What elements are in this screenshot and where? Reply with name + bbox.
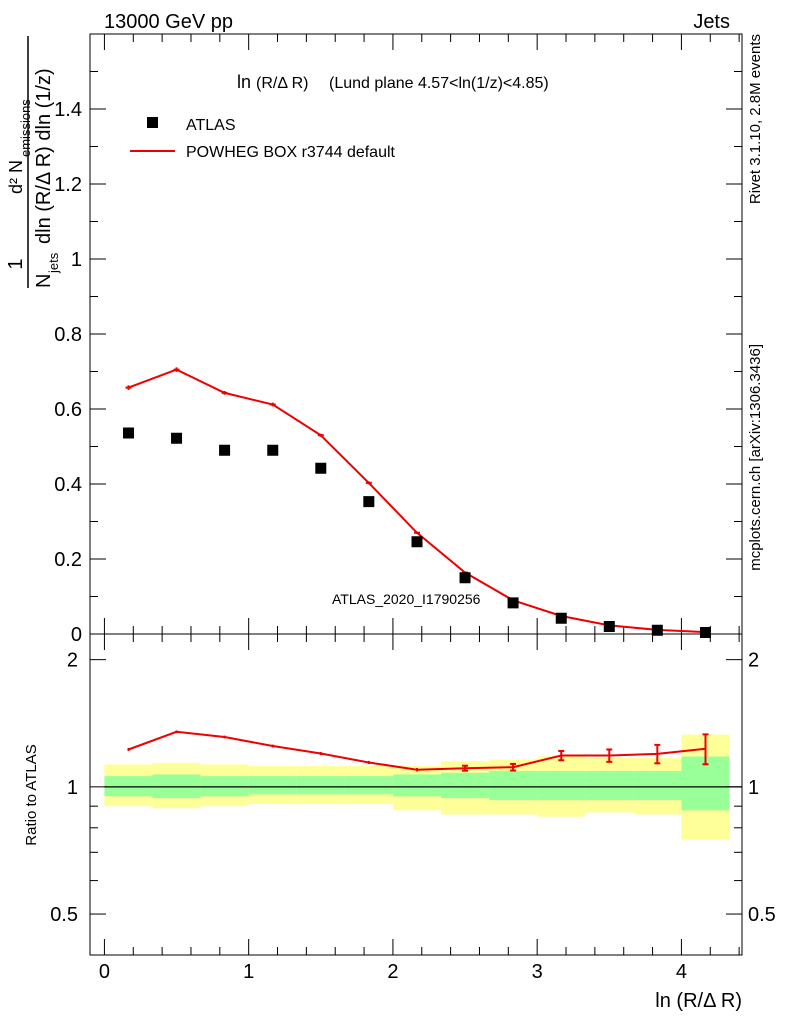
- atlas-data-point: [700, 627, 712, 638]
- main-y-tick-label: 0.4: [54, 474, 82, 496]
- atlas-data-point: [363, 496, 375, 508]
- main-y-axis-label: 1 N jets dln (R/Δ R) dln (1/z) d² N emis…: [5, 36, 61, 288]
- stat-uncertainty-band: [537, 771, 586, 801]
- ylabel-denominator-n: N: [33, 274, 55, 288]
- atlas-data-point: [171, 432, 183, 444]
- main-panel: ln (R/Δ R) (Lund plane 4.57<ln(1/z)<4.85…: [5, 33, 743, 646]
- atlas-data-point: [459, 572, 471, 584]
- panel-title-paren: (R/Δ R): [256, 75, 308, 92]
- main-y-tick-label: 1.4: [54, 99, 82, 121]
- x-tick-label: 3: [532, 961, 543, 983]
- ylabel-numerator-d2n: d² N: [6, 160, 26, 194]
- x-tick-label: 4: [676, 961, 687, 983]
- main-y-tick-labels: 0 0.2 0.4 0.6 0.8 1 1.2 1.4: [54, 99, 82, 646]
- stat-uncertainty-band: [681, 756, 730, 811]
- ylabel-denominator-sub: jets: [46, 252, 61, 274]
- main-series: [123, 367, 712, 638]
- ratio-tick-labels: 0.5 0.5 1 1 2 2 0 1 2 3 4: [50, 650, 776, 983]
- stat-uncertainty-band: [440, 772, 490, 799]
- legend-atlas-marker: [147, 117, 158, 128]
- x-tick-label: 1: [243, 961, 254, 983]
- atlas-data-point: [267, 444, 279, 456]
- atlas-data-point: [315, 462, 327, 474]
- stat-uncertainty-band: [392, 774, 441, 797]
- stat-uncertainty-band: [200, 776, 249, 797]
- stat-uncertainty-band: [296, 776, 345, 795]
- ratio-y-tick-label-right: 1: [748, 777, 759, 799]
- analysis-id-label: ATLAS_2020_I1790256: [332, 591, 481, 607]
- main-y-tick-label: 0.8: [54, 324, 82, 346]
- stat-uncertainty-band: [489, 771, 538, 801]
- ratio-y-axis-label: Ratio to ATLAS: [23, 744, 40, 845]
- legend-atlas-label: ATLAS: [186, 117, 236, 134]
- header-energy-label: 13000 GeV pp: [104, 11, 233, 33]
- ratio-y-tick-label: 2: [67, 650, 78, 672]
- panel-title-main: ln: [237, 72, 251, 92]
- legend: ATLAS POWHEG BOX r3744 default: [130, 117, 396, 161]
- atlas-data-point: [651, 624, 663, 636]
- ratio-uncertainty-bands: [104, 734, 742, 840]
- main-y-tick-label: 0: [71, 624, 82, 646]
- main-y-tick-label: 0.6: [54, 399, 82, 421]
- ratio-y-tick-label: 1: [67, 777, 78, 799]
- legend-powheg-label: POWHEG BOX r3744 default: [186, 144, 396, 161]
- atlas-data-point: [123, 427, 135, 439]
- x-tick-label: 0: [99, 961, 110, 983]
- ylabel-denominator-rest: dln (R/Δ R) dln (1/z): [33, 68, 55, 244]
- ylabel-numerator-one: 1: [5, 258, 27, 269]
- atlas-data-point: [219, 444, 231, 456]
- stat-uncertainty-band: [344, 776, 393, 795]
- stat-uncertainty-band: [104, 776, 153, 797]
- header-process-label: Jets: [693, 11, 730, 33]
- main-y-tick-label: 0.2: [54, 549, 82, 571]
- mcplots-label: mcplots.cern.ch [arXiv:1306.3436]: [747, 344, 764, 571]
- ratio-frame: [89, 633, 743, 956]
- ratio-y-tick-label-right: 0.5: [748, 904, 776, 926]
- atlas-data-point: [507, 597, 519, 609]
- panel-title-rest: (Lund plane 4.57<ln(1/z)<4.85): [329, 75, 549, 92]
- ratio-y-tick-label-right: 2: [748, 650, 759, 672]
- x-axis-label: ln (R/Δ R): [655, 990, 742, 1012]
- ratio-axes: [89, 633, 743, 956]
- atlas-data-point: [555, 612, 567, 624]
- stat-uncertainty-band: [248, 776, 297, 795]
- main-y-tick-label: 1.2: [54, 174, 82, 196]
- atlas-data-point: [603, 621, 615, 632]
- rivet-version-label: Rivet 3.1.10, 2.8M events: [747, 34, 764, 204]
- ratio-series: [127, 730, 709, 772]
- ylabel-numerator-sub: emissions: [18, 99, 33, 157]
- stat-uncertainty-band: [585, 771, 634, 801]
- atlas-data-point: [411, 536, 423, 548]
- ratio-y-tick-label: 0.5: [50, 904, 78, 926]
- x-tick-label: 2: [387, 961, 398, 983]
- ratio-panel: Ratio to ATLAS 0.5 0.5 1 1 2 2 0 1 2 3 4 ln (R/Δ R…: [23, 633, 776, 1012]
- stat-uncertainty-band: [633, 771, 682, 801]
- main-y-tick-label: 1: [71, 249, 82, 271]
